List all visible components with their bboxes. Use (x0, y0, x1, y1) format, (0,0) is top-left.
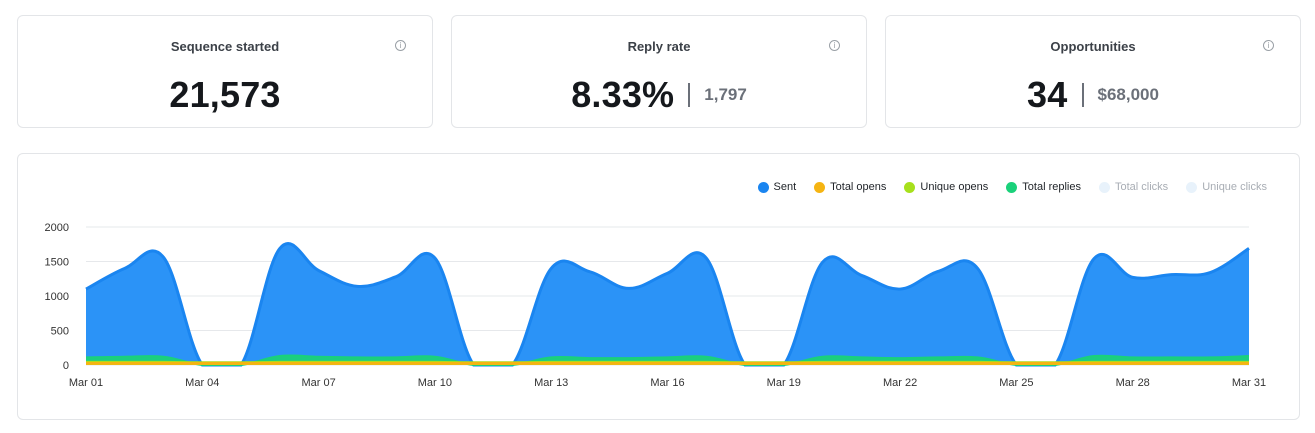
legend-item-total-replies[interactable]: Total replies (1006, 181, 1081, 193)
legend-item-unique-clicks[interactable]: Unique clicks (1186, 181, 1267, 193)
x-tick-label: Mar 04 (185, 377, 219, 389)
info-icon[interactable]: i (829, 40, 840, 51)
legend-label: Unique opens (920, 181, 989, 193)
y-tick-label: 500 (51, 326, 69, 338)
legend-swatch (814, 181, 826, 193)
stat-card-sequence-started: Sequence started i 21,573 (17, 15, 433, 128)
metric-divider (688, 83, 691, 107)
metric-row: 34 $68,000 (886, 74, 1300, 116)
legend-label: Unique clicks (1202, 181, 1267, 193)
y-tick-label: 1500 (45, 257, 69, 269)
card-title: Reply rate (627, 39, 691, 54)
legend-item-total-opens[interactable]: Total opens (814, 181, 886, 193)
legend-label: Total clicks (1115, 181, 1169, 193)
info-icon[interactable]: i (1263, 40, 1274, 51)
stat-card-reply-rate: Reply rate i 8.33% 1,797 (451, 15, 867, 128)
legend-swatch (904, 181, 916, 193)
legend-swatch (1099, 181, 1110, 193)
legend-item-total-clicks[interactable]: Total clicks (1099, 181, 1168, 193)
info-icon[interactable]: i (395, 40, 406, 51)
legend-swatch (757, 181, 769, 193)
legend-label: Total replies (1022, 181, 1081, 193)
series-area-sent (86, 243, 1249, 365)
legend-label: Total opens (830, 181, 887, 193)
stat-card-opportunities: Opportunities i 34 $68,000 (885, 15, 1301, 128)
legend-item-sent[interactable]: Sent (757, 181, 797, 193)
legend-swatch (1186, 181, 1198, 193)
card-title: Sequence started (170, 39, 280, 54)
legend-swatch (1006, 181, 1018, 193)
y-tick-label: 1000 (45, 291, 69, 303)
metric-value: 21,573 (169, 74, 281, 115)
x-tick-label: Mar 22 (883, 377, 917, 389)
x-tick-label: Mar 10 (418, 377, 452, 389)
metric-row: 21,573 (18, 74, 432, 116)
x-tick-label: Mar 28 (1116, 377, 1150, 389)
x-tick-label: Mar 31 (1232, 377, 1266, 389)
metric-value: 34 (1027, 74, 1068, 115)
x-tick-label: Mar 25 (999, 377, 1033, 389)
metric-secondary-value: 1,797 (704, 85, 747, 104)
metric-secondary-value: $68,000 (1097, 85, 1159, 104)
metric-value: 8.33% (571, 74, 675, 115)
x-tick-label: Mar 01 (69, 377, 103, 389)
chart-legend: Sent Total opens Unique opens Total repl… (740, 181, 1267, 193)
x-tick-label: Mar 07 (301, 377, 335, 389)
metric-divider (1081, 83, 1084, 107)
x-tick-label: Mar 19 (767, 377, 801, 389)
legend-item-unique-opens[interactable]: Unique opens (904, 181, 988, 193)
x-tick-label: Mar 16 (650, 377, 684, 389)
x-tick-label: Mar 13 (534, 377, 568, 389)
metric-row: 8.33% 1,797 (452, 74, 866, 116)
legend-label: Sent (773, 181, 797, 193)
y-tick-label: 2000 (45, 222, 69, 234)
card-title: Opportunities (1050, 39, 1136, 54)
y-tick-label: 0 (63, 360, 69, 372)
